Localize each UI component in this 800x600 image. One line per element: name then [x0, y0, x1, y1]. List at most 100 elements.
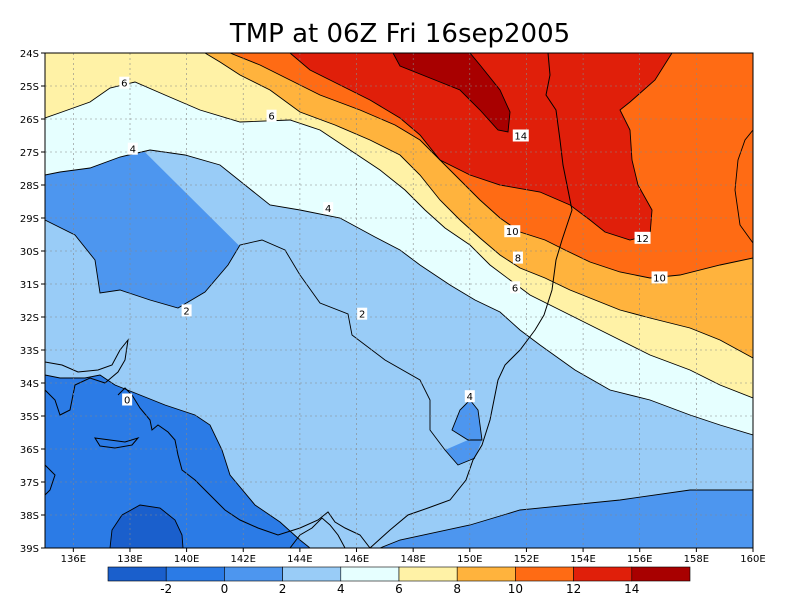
- contour-line-2: [45, 219, 476, 466]
- lon-label: 160E: [740, 554, 765, 565]
- map-title: TMP at 06Z Fri 16sep2005: [229, 19, 570, 49]
- contour-label-bg: [512, 129, 529, 142]
- colorbar-label: -2: [160, 582, 172, 596]
- contour-line-6: [45, 81, 753, 399]
- gulf-st-vincent-coast: [45, 338, 129, 416]
- colorbar-swatch: [224, 566, 283, 582]
- lon-label: 156E: [627, 554, 652, 565]
- lon-label: 150E: [457, 554, 482, 565]
- colorbar-swatch: [398, 566, 458, 582]
- contour-label: 6: [268, 112, 274, 123]
- contour-label-bg: [127, 142, 138, 155]
- lat-label: 25S: [20, 82, 39, 93]
- contour-label-bg: [464, 390, 475, 403]
- contour-label: 2: [359, 310, 365, 321]
- contour-label-bg: [119, 76, 130, 89]
- contour-line-10b: [734, 129, 753, 244]
- lat-label: 27S: [20, 148, 39, 159]
- lon-label: 140E: [174, 554, 199, 565]
- lat-label: 37S: [20, 478, 39, 489]
- contour-label: 14: [514, 132, 527, 143]
- colorbar-label: 14: [624, 582, 639, 596]
- contour-label-bg: [357, 307, 368, 320]
- lat-label: 33S: [20, 346, 39, 357]
- contour-label: 8: [515, 254, 521, 265]
- contour-label-bg: [122, 393, 133, 406]
- colorbar-swatch: [340, 566, 400, 582]
- lon-label: 148E: [400, 554, 425, 565]
- lat-label: 38S: [20, 511, 39, 522]
- lat-label: 32S: [20, 313, 39, 324]
- contour-line-0: [45, 374, 311, 548]
- lat-label: 24S: [20, 49, 39, 60]
- contour-label-bg: [510, 281, 521, 294]
- spencer-gulf-coast: [94, 437, 140, 449]
- yorke-peninsula: [117, 387, 371, 548]
- contour-label-bg: [181, 304, 192, 317]
- colorbar-swatch: [631, 566, 691, 582]
- contour-label: 10: [653, 273, 666, 284]
- contour-label: 4: [130, 145, 136, 156]
- kangaroo-island: [45, 464, 56, 496]
- filled-contours: [45, 53, 753, 548]
- band-12-to-14: [290, 53, 672, 240]
- colorbar-label: 8: [453, 582, 461, 596]
- contour-label: 2: [183, 306, 189, 317]
- contour-label-bg: [323, 202, 334, 215]
- colorbar: -2 0 2 4 6 8 10 12 14: [107, 566, 691, 596]
- contour-label: 10: [506, 227, 519, 238]
- colorbar-label: 4: [337, 582, 345, 596]
- contour-label-bg: [504, 225, 521, 238]
- lat-label: 36S: [20, 445, 39, 456]
- band-above-14: [393, 53, 510, 132]
- colorbar-label: 6: [395, 582, 403, 596]
- lon-label: 152E: [514, 554, 539, 565]
- lon-label: 142E: [231, 554, 256, 565]
- lon-label: 136E: [61, 554, 86, 565]
- lat-label: 35S: [20, 412, 39, 423]
- colorbar-swatch: [515, 566, 574, 582]
- contour-label-bg: [266, 109, 277, 122]
- contour-line-4-loop: [451, 399, 483, 441]
- contour-label-bg: [634, 231, 651, 244]
- contour-line-14: [392, 53, 511, 133]
- gridlines: [45, 53, 753, 548]
- lat-label: 29S: [20, 214, 39, 225]
- colorbar-label: 0: [221, 582, 229, 596]
- lon-label: 158E: [684, 554, 709, 565]
- colorbar-swatch: [456, 566, 516, 582]
- contour-line-10: [229, 53, 753, 279]
- contour-label-bg: [651, 271, 668, 284]
- contour-label: 4: [467, 392, 473, 403]
- contour-label: 0: [124, 396, 130, 407]
- contour-label: 6: [121, 79, 127, 90]
- lat-label: 30S: [20, 247, 39, 258]
- band-m2-to-0: [45, 375, 310, 548]
- contour-line-4: [45, 149, 753, 436]
- contour-label: 4: [325, 204, 331, 215]
- contour-labels: 6 6 4 4 14 10 12 8 10 6 2 2 4 0: [119, 76, 668, 407]
- contour-label: 12: [636, 234, 649, 245]
- colorbar-label: 10: [508, 582, 523, 596]
- longitude-axis: 136E 138E 140E 142E 144E 146E 148E 150E 152E 154E…: [61, 548, 766, 565]
- lon-label: 154E: [570, 554, 595, 565]
- australia-east-coast: [369, 53, 573, 548]
- lat-label: 26S: [20, 115, 39, 126]
- colorbar-swatch: [107, 566, 167, 582]
- lat-label: 34S: [20, 379, 39, 390]
- colorbar-swatch: [573, 566, 633, 582]
- lon-label: 138E: [117, 554, 142, 565]
- lat-label: 31S: [20, 280, 39, 291]
- contour-line-m2: [109, 504, 184, 548]
- lon-label: 144E: [287, 554, 312, 565]
- plot-frame: [44, 52, 754, 549]
- band-below-m2: [110, 505, 183, 548]
- colorbar-swatch: [282, 566, 342, 582]
- latitude-axis: 24S 25S 26S 27S 28S 29S 30S 31S 32S 33S 34S 35S 36S 3…: [20, 49, 45, 555]
- contour-label-bg: [512, 251, 523, 264]
- contour-label: 6: [512, 283, 518, 294]
- colorbar-swatch: [165, 566, 225, 582]
- lon-label: 146E: [344, 554, 369, 565]
- colorbar-label: 12: [566, 582, 581, 596]
